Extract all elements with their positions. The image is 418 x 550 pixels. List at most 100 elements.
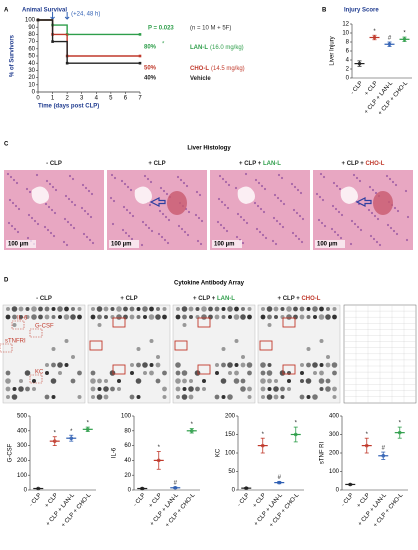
array-spot xyxy=(162,370,167,376)
array-spot xyxy=(51,347,56,351)
point xyxy=(402,37,407,42)
array-spot xyxy=(129,394,135,400)
array-spot xyxy=(280,395,285,399)
nucleus xyxy=(196,239,200,243)
array-spot xyxy=(110,386,115,392)
array-spot xyxy=(90,378,96,384)
array-spot xyxy=(261,395,265,399)
array-spot xyxy=(305,378,312,384)
x-tick-label: + CLP + CHO-L xyxy=(61,492,93,529)
nucleus xyxy=(220,200,224,204)
array-spot xyxy=(130,363,134,367)
array-spot xyxy=(123,314,128,320)
array-spot xyxy=(12,323,17,327)
nucleus xyxy=(84,186,88,190)
array-membrane xyxy=(257,304,341,404)
array-spot xyxy=(332,307,337,311)
nucleus xyxy=(72,226,76,230)
y-tick-label: 70 xyxy=(28,39,35,45)
array-spot xyxy=(195,307,200,311)
nucleus xyxy=(177,224,181,228)
nucleus xyxy=(253,201,257,205)
nucleus xyxy=(388,177,392,181)
array-spot xyxy=(45,371,49,375)
array-spot xyxy=(202,387,206,391)
nucleus xyxy=(186,233,190,237)
array-spot xyxy=(273,394,279,400)
array-spot xyxy=(273,306,279,312)
significance: * xyxy=(295,421,298,427)
y-tick-label: 0 xyxy=(346,76,350,82)
nucleus xyxy=(187,210,191,214)
point xyxy=(387,42,392,46)
nucleus xyxy=(318,195,322,199)
group-label-part: + CLP + xyxy=(278,296,302,302)
array-spot xyxy=(319,387,324,391)
nucleus xyxy=(374,191,378,195)
nucleus xyxy=(113,176,117,180)
y-tick-label: 50 xyxy=(28,54,35,60)
nucleus xyxy=(67,197,71,201)
array-spot xyxy=(51,362,56,368)
nucleus xyxy=(274,242,278,246)
nucleus xyxy=(367,208,371,212)
spot-label: KC xyxy=(35,370,44,376)
array-spot xyxy=(44,394,50,400)
nucleus xyxy=(280,176,284,180)
array-spot xyxy=(201,314,207,320)
nucleus xyxy=(16,230,20,234)
nucleus xyxy=(146,177,150,181)
nucleus xyxy=(281,225,285,229)
nucleus xyxy=(373,214,377,218)
y-tick-label: 0 xyxy=(232,488,236,494)
array-spot xyxy=(45,363,49,367)
array-spot xyxy=(96,306,103,312)
nucleus xyxy=(164,215,168,219)
array-spot xyxy=(246,362,253,368)
scale-bar xyxy=(212,240,242,248)
array-spot xyxy=(267,363,272,367)
y-tick-label: 200 xyxy=(17,458,28,464)
highlight-box xyxy=(89,340,103,351)
array-spot xyxy=(25,315,30,319)
point xyxy=(277,480,282,485)
array-spot xyxy=(70,314,76,320)
nucleus xyxy=(51,185,55,189)
array-spot xyxy=(90,314,96,320)
array-spot xyxy=(234,339,239,343)
y-tick-label: 500 xyxy=(17,414,28,420)
nucleus xyxy=(199,242,203,246)
legend-label: CHO-L (14.5 mg/kg) xyxy=(190,66,245,72)
array-spot xyxy=(306,395,311,399)
array-spot xyxy=(162,386,167,392)
x-tick-label: - CLP xyxy=(29,492,43,508)
point xyxy=(190,429,194,433)
nucleus xyxy=(73,203,77,207)
array-spot xyxy=(77,314,82,320)
array-spot xyxy=(58,371,62,375)
highlight-box xyxy=(282,317,296,328)
array-spot xyxy=(25,386,30,392)
y-axis-label: KC xyxy=(216,448,222,457)
nucleus xyxy=(263,187,267,191)
array-spot xyxy=(175,314,181,320)
array-spot xyxy=(240,378,246,384)
array-spot xyxy=(221,315,226,319)
y-axis-label: sTNF RI xyxy=(320,442,326,465)
highlight-box xyxy=(282,364,296,375)
histology-image xyxy=(313,170,413,250)
nucleus xyxy=(255,227,259,231)
group-label: + CLP + LAN-L xyxy=(193,296,235,302)
array-spot xyxy=(319,370,324,376)
array-spot xyxy=(136,395,141,399)
array-spot xyxy=(149,363,154,367)
array-spot xyxy=(18,306,24,312)
array-spot xyxy=(12,314,17,320)
array-spot xyxy=(129,314,135,320)
nucleus xyxy=(294,234,298,238)
nucleus xyxy=(200,219,204,223)
array-spot xyxy=(181,370,188,376)
array-spot xyxy=(267,314,272,320)
scale-bar xyxy=(315,240,345,248)
array-spot xyxy=(266,394,273,400)
